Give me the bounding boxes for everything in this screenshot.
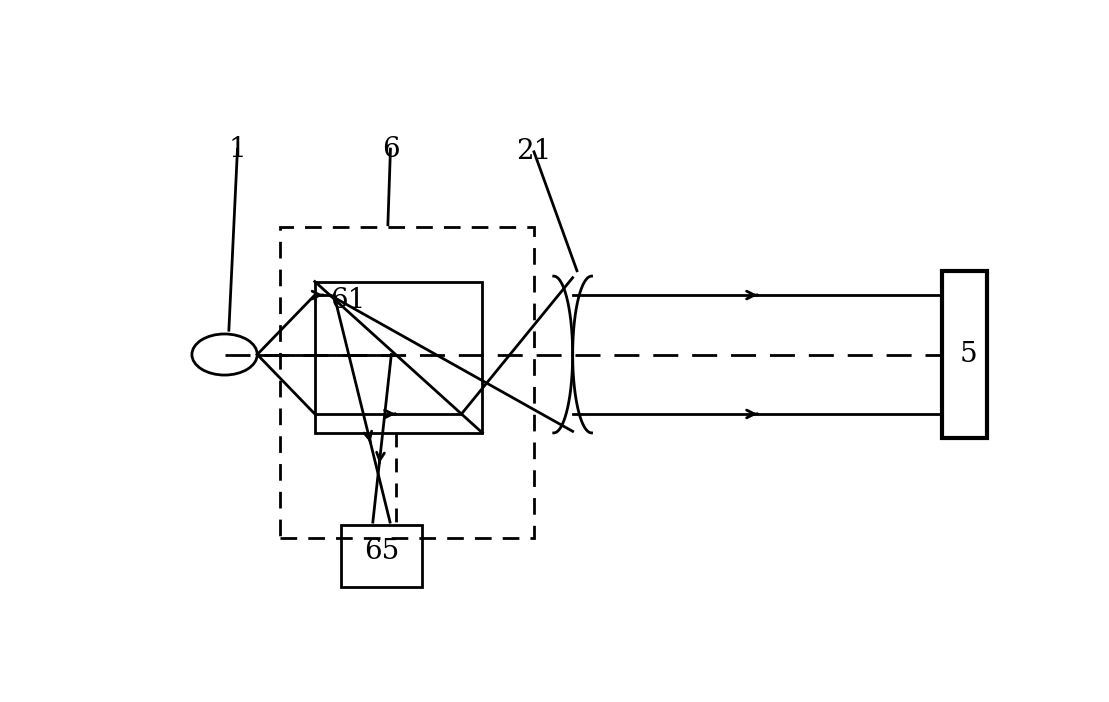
Text: 1: 1 <box>228 135 246 163</box>
Text: 61: 61 <box>329 287 365 314</box>
Text: 65: 65 <box>364 538 399 565</box>
Bar <box>943 271 987 438</box>
Bar <box>340 525 423 587</box>
Text: 5: 5 <box>959 341 977 368</box>
Text: 21: 21 <box>517 138 551 165</box>
Bar <box>315 282 482 433</box>
Text: 6: 6 <box>381 135 399 163</box>
Bar <box>281 227 533 538</box>
